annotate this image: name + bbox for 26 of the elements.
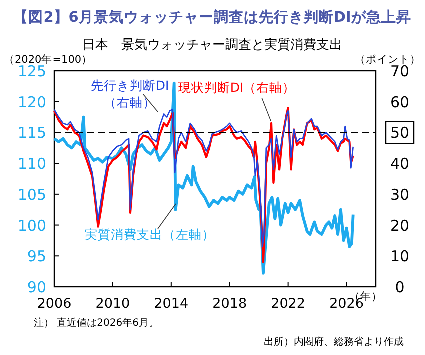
- y2-tick-label: 20: [390, 216, 410, 235]
- y2-tick-label: 30: [390, 186, 410, 204]
- x-tick-label: 2014: [154, 296, 189, 312]
- series-label: 現状判断DI（右軸）: [178, 80, 296, 95]
- y2-tick-label: 10: [390, 248, 410, 266]
- y2-tick-label: 0: [395, 278, 405, 296]
- y2-tick-label: 40: [390, 155, 410, 174]
- y-tick-label: 90: [27, 278, 46, 296]
- y2-tick-label: 60: [390, 93, 410, 112]
- series-label: 実質消費支出（左軸）: [85, 227, 215, 242]
- chart-title: 【図2】6月景気ウォッチャー調査は先行き判断DIが急上昇: [14, 8, 412, 26]
- y2-tick-label: 50: [390, 124, 410, 142]
- y-tick-label: 120: [18, 93, 46, 112]
- y-tick-label: 115: [18, 124, 46, 142]
- y-tick-label: 110: [18, 155, 46, 174]
- x-tick-label: 2006: [37, 296, 72, 312]
- y-tick-label: 100: [18, 216, 46, 235]
- y-tick-label: 105: [18, 186, 46, 204]
- x-tick-label: 2010: [96, 296, 130, 312]
- x-tick-label: 2022: [271, 296, 306, 312]
- chart-subtitle: 日本 景気ウォッチャー調査と実質消費支出: [82, 37, 342, 53]
- x-tick-label: 2018: [212, 296, 248, 312]
- text: 出所）内閣府、総務省より作成: [264, 336, 404, 348]
- y-tick-label: 95: [27, 248, 46, 266]
- text: 注） 直近値は2026年6月。: [34, 317, 159, 329]
- series-label: 先行き判断DI（右軸）: [90, 78, 170, 110]
